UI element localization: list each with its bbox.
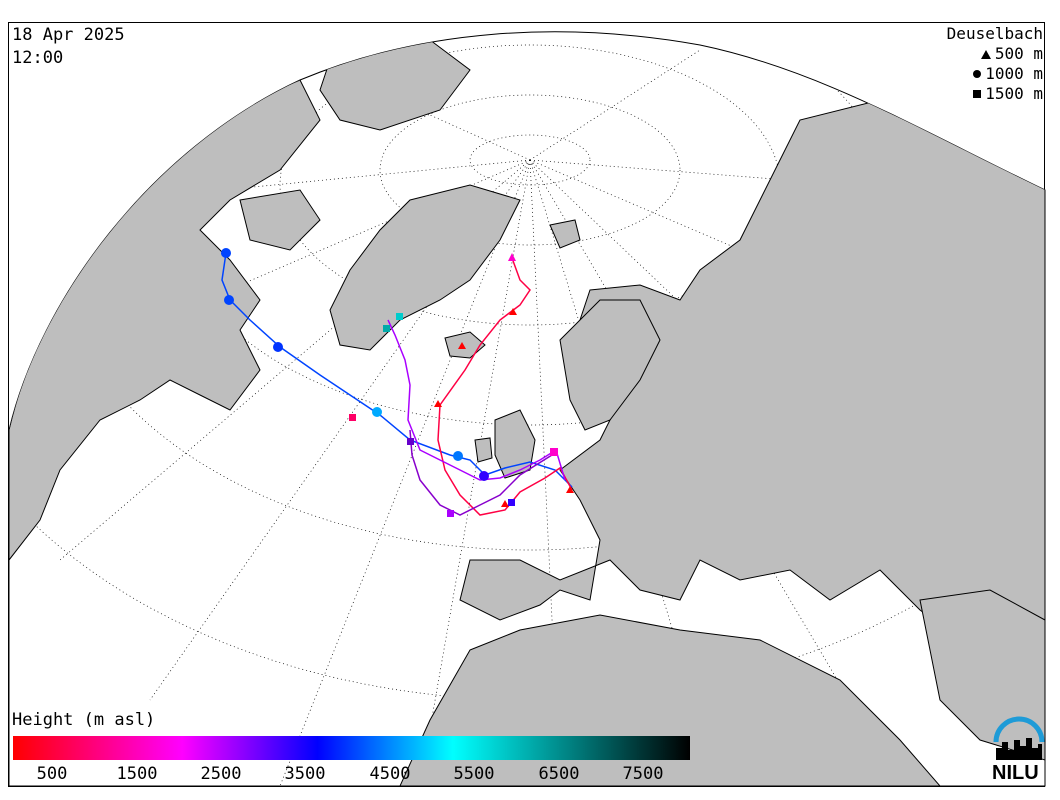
colorbar-tick: 6500	[538, 764, 580, 784]
marker-square	[349, 414, 356, 421]
legend-item-500: 500 m	[947, 44, 1043, 64]
marker-circle	[224, 295, 234, 305]
marker-triangle	[508, 253, 516, 261]
legend-item-1000: 1000 m	[947, 64, 1043, 84]
nilu-logo-icon	[993, 716, 1045, 760]
colorbar-title: Height (m asl)	[12, 710, 156, 730]
land-masses	[9, 39, 1045, 787]
marker-square	[396, 313, 403, 320]
colorbar-tick: 1500	[116, 764, 158, 784]
marker-square	[407, 438, 414, 445]
marker-circle	[479, 471, 489, 481]
triangle-icon	[980, 49, 991, 59]
scandinavia	[559, 299, 661, 431]
marker-triangle	[434, 400, 442, 407]
marker-circle	[221, 248, 231, 258]
legend: Deuselbach 500 m 1000 m 1500 m	[947, 24, 1043, 104]
station-name: Deuselbach	[946, 24, 1043, 43]
marker-triangle	[566, 486, 574, 493]
circle-icon	[973, 70, 982, 78]
colorbar-tick: 5500	[453, 764, 495, 784]
marker-triangle	[501, 500, 509, 507]
colorbar-tick: 7500	[622, 764, 664, 784]
square-icon	[973, 90, 982, 98]
trajectories	[221, 252, 573, 516]
nilu-logo-text: NILU	[992, 762, 1039, 784]
marker-circle	[453, 451, 463, 461]
trajectory-1000m	[221, 252, 573, 488]
date-label: 18 Apr 2025	[12, 25, 125, 45]
british-isles	[494, 409, 536, 479]
marker-square	[508, 499, 515, 506]
marker-triangle	[509, 308, 517, 315]
legend-item-1500: 1500 m	[947, 84, 1043, 104]
colorbar-tick: 500	[36, 764, 68, 784]
marker-triangle	[458, 342, 466, 349]
trajectory-markers	[221, 248, 574, 517]
trajectory-500m	[437, 257, 573, 516]
legend-label: 500 m	[994, 44, 1043, 63]
colorbar-tick: 3500	[284, 764, 326, 784]
colorbar-ticks: 500 1500 2500 3500 4500 5500 6500 7500	[13, 764, 690, 786]
colorbar	[13, 736, 690, 760]
time-label: 12:00	[12, 48, 64, 68]
iceland	[444, 331, 486, 359]
marker-square	[383, 325, 390, 332]
marker-square	[550, 448, 558, 456]
marker-circle	[273, 342, 283, 352]
colorbar-tick: 2500	[200, 764, 242, 784]
legend-label: 1500 m	[985, 84, 1043, 103]
legend-label: 1000 m	[985, 64, 1043, 83]
marker-circle	[372, 407, 382, 417]
trajectory-1500m	[387, 319, 566, 481]
marker-square	[447, 510, 454, 517]
colorbar-tick: 4500	[369, 764, 411, 784]
